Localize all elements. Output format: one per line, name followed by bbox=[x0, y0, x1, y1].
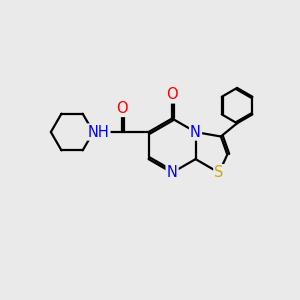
Text: N: N bbox=[190, 124, 201, 140]
Text: O: O bbox=[116, 101, 128, 116]
Text: N: N bbox=[167, 165, 178, 180]
Text: O: O bbox=[166, 87, 178, 102]
Text: NH: NH bbox=[88, 124, 110, 140]
Text: S: S bbox=[214, 165, 224, 180]
